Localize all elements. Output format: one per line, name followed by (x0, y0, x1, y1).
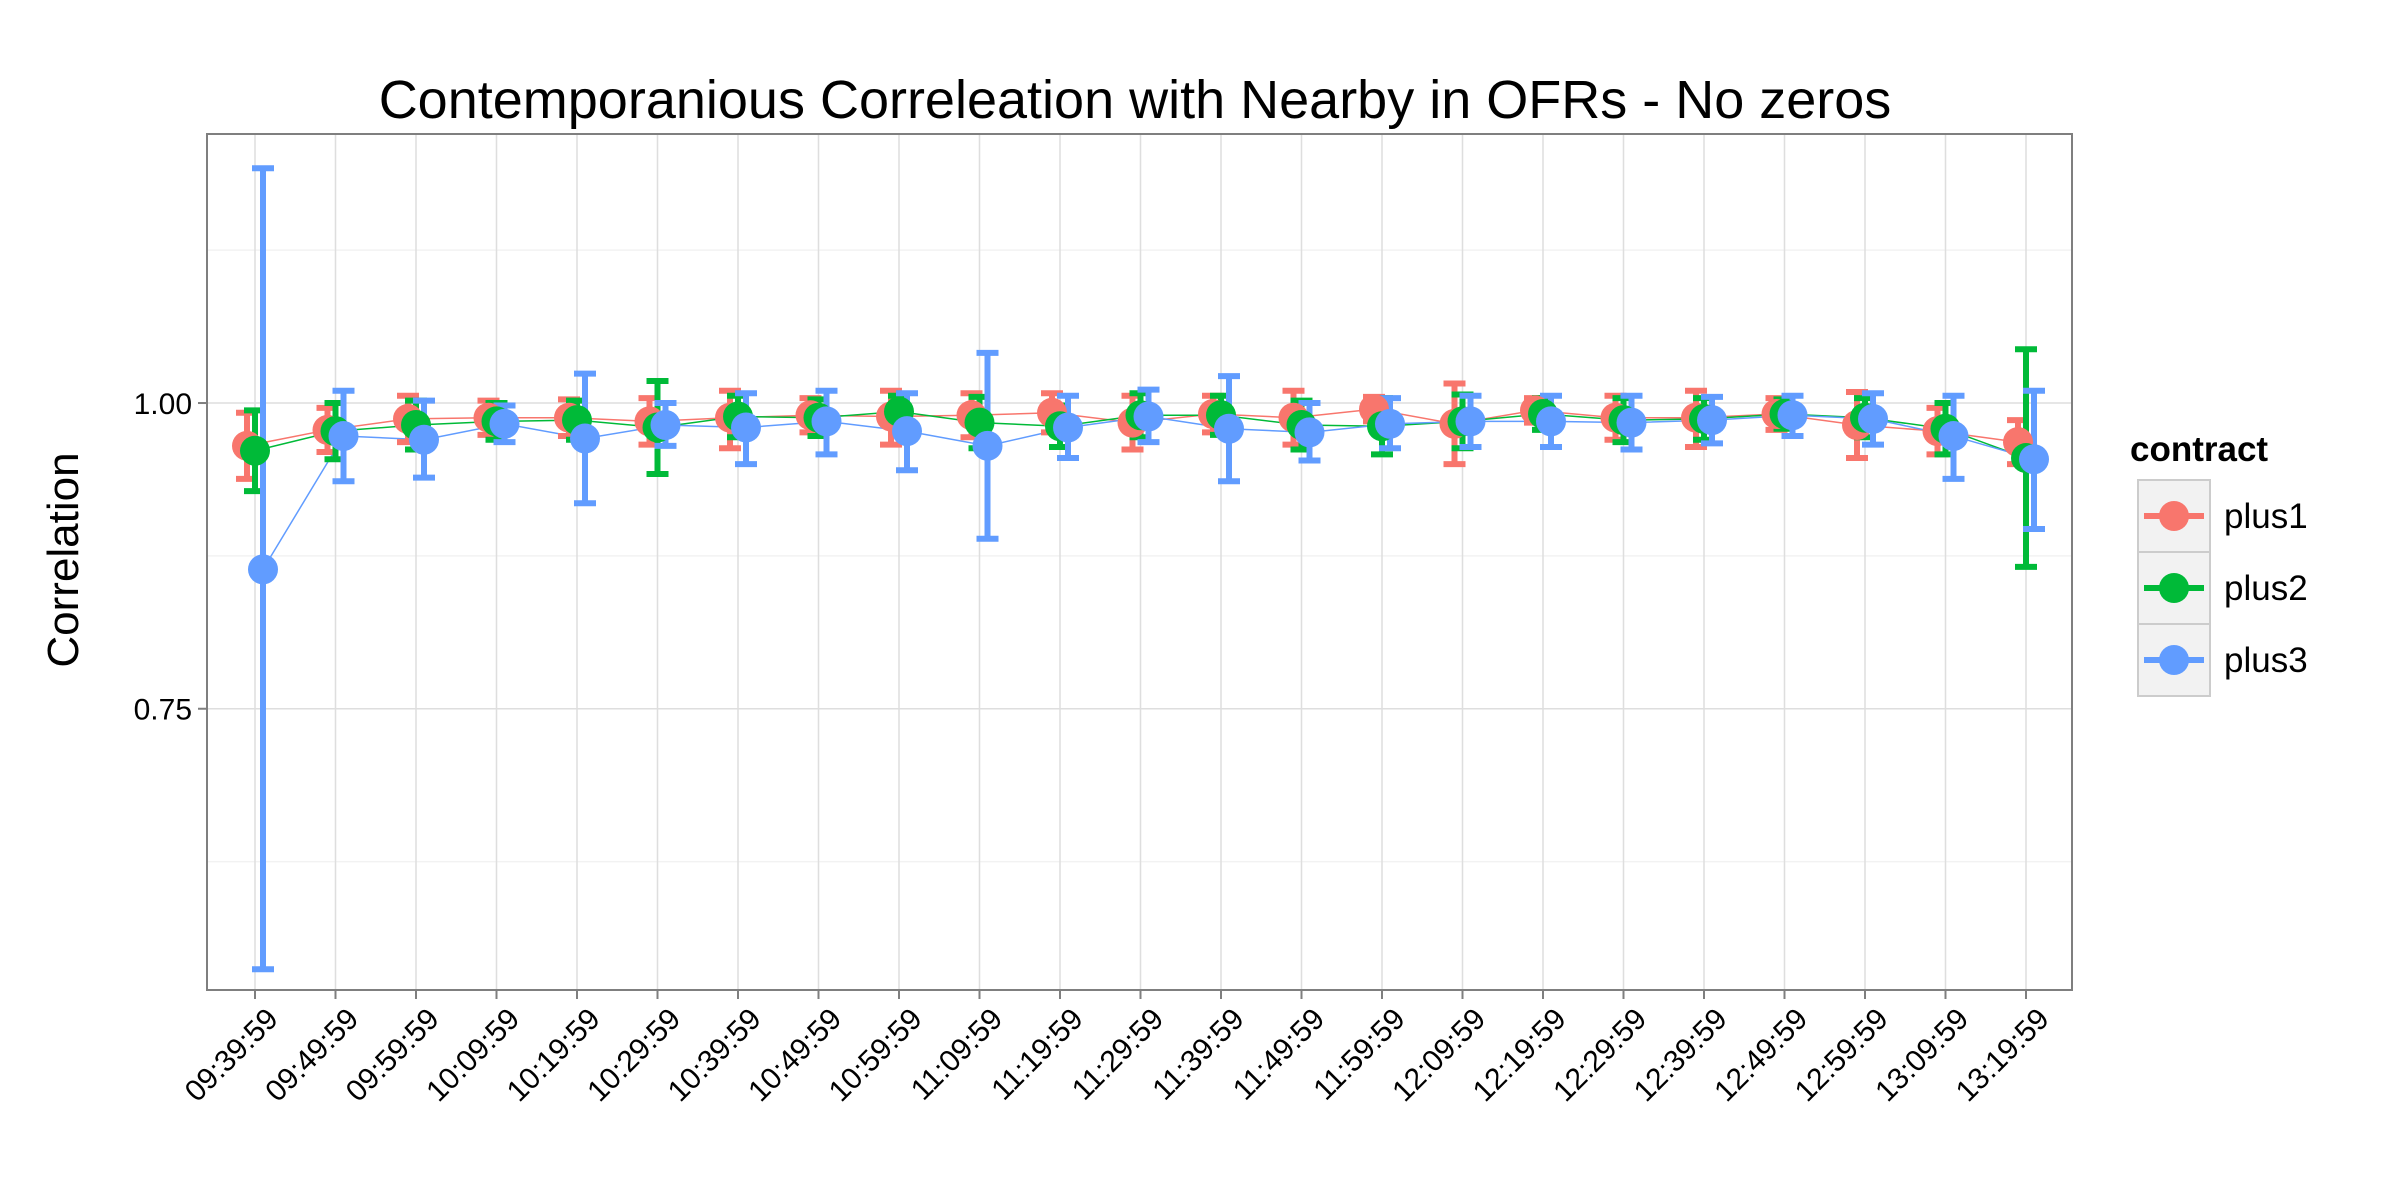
data-point-plus3 (1214, 413, 1244, 444)
data-point-plus3 (1777, 400, 1808, 431)
data-point-plus3 (892, 416, 922, 447)
y-tick-label: 1.00 (134, 388, 192, 421)
data-point-plus3 (1133, 401, 1164, 432)
data-point-plus3 (2019, 444, 2049, 475)
legend-item-plus2: plus2 (2137, 551, 2308, 625)
data-point-plus3 (1536, 406, 1566, 437)
data-point-plus3 (1375, 408, 1405, 439)
legend-key-point (2159, 645, 2189, 675)
data-point-plus3 (731, 412, 761, 443)
data-point-plus3 (1053, 412, 1083, 443)
data-point-plus3 (328, 421, 359, 452)
data-point-plus2 (964, 407, 995, 438)
data-point-plus3 (1938, 421, 1969, 452)
legend-key-border (2137, 623, 2211, 697)
data-point-plus3 (1697, 405, 1727, 436)
legend-label: plus3 (2224, 641, 2308, 680)
plot-background (207, 134, 2072, 990)
y-axis: 0.75 1.00 (134, 388, 207, 727)
data-point-plus3 (972, 430, 1003, 461)
y-tick-label: 0.75 (134, 694, 192, 727)
x-axis: 09:39:5909:49:5909:59:5910:09:5910:19:59… (179, 990, 2056, 1108)
legend-label: plus1 (2224, 497, 2308, 536)
data-point-plus3 (650, 410, 681, 441)
data-point-plus3 (1616, 407, 1647, 438)
legend-label: plus2 (2224, 569, 2308, 608)
data-point-plus3 (1294, 417, 1325, 448)
data-point-plus3 (248, 554, 278, 585)
y-axis-title: Correlation (39, 452, 88, 667)
data-point-plus3 (489, 408, 520, 439)
legend: contract plus1 plus2 plus3 (2130, 430, 2308, 697)
data-point-plus2 (240, 435, 270, 466)
data-point-plus3 (409, 424, 439, 455)
legend-item-plus1: plus1 (2137, 479, 2308, 553)
legend-item-plus3: plus3 (2137, 623, 2308, 697)
legend-title: contract (2130, 430, 2268, 469)
data-point-plus3 (811, 406, 842, 437)
legend-key-point (2159, 501, 2189, 531)
data-point-plus3 (1858, 403, 1888, 434)
data-point-plus3 (1455, 406, 1486, 437)
legend-key-point (2159, 573, 2189, 603)
grid-lines (207, 134, 2072, 990)
data-point-plus3 (570, 423, 600, 454)
data-points (232, 394, 2049, 585)
chart-title: Contemporanious Correleation with Nearby… (379, 70, 1892, 130)
